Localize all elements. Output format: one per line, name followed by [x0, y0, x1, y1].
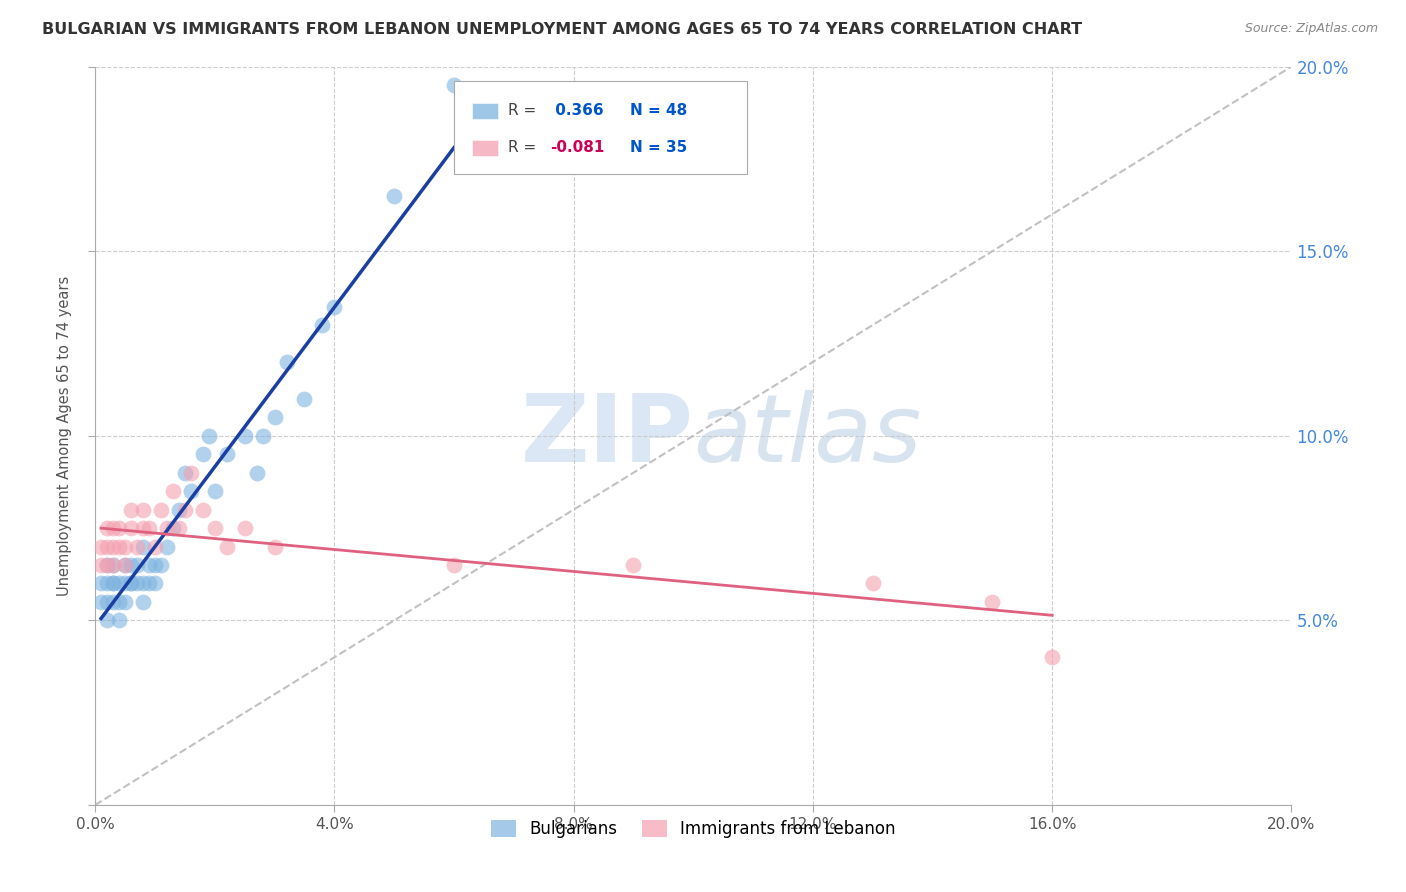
Point [197, 429, 219, 443]
Point [90, 576, 112, 591]
Point [96, 521, 118, 535]
Point [191, 447, 214, 461]
Point [162, 484, 184, 499]
Point [138, 576, 160, 591]
Point [981, 595, 1004, 609]
Text: N = 35: N = 35 [630, 140, 688, 155]
Text: atlas: atlas [693, 391, 921, 482]
Point [246, 466, 269, 480]
Point [101, 576, 124, 591]
Point [90, 540, 112, 554]
Point [96, 558, 118, 572]
Point [173, 466, 195, 480]
Point [443, 558, 465, 572]
Point [149, 502, 172, 516]
Point [101, 558, 124, 572]
FancyBboxPatch shape [472, 103, 498, 119]
Point [108, 540, 131, 554]
Point [167, 502, 190, 516]
Point [132, 595, 155, 609]
Point [143, 558, 166, 572]
Text: R =: R = [508, 140, 541, 155]
Point [125, 540, 148, 554]
Point [233, 429, 256, 443]
Point [180, 484, 202, 499]
Point [204, 521, 226, 535]
Point [167, 521, 190, 535]
Point [101, 576, 124, 591]
Point [215, 447, 238, 461]
Y-axis label: Unemployment Among Ages 65 to 74 years: Unemployment Among Ages 65 to 74 years [58, 276, 72, 596]
Point [294, 392, 316, 406]
Point [125, 576, 148, 591]
Point [96, 540, 118, 554]
Point [215, 540, 238, 554]
Point [623, 558, 645, 572]
Point [90, 595, 112, 609]
Point [156, 521, 179, 535]
Point [108, 595, 131, 609]
Point [180, 466, 202, 480]
Point [108, 614, 131, 628]
Point [96, 576, 118, 591]
Point [138, 558, 160, 572]
Point [156, 540, 179, 554]
Point [132, 521, 155, 535]
Text: R =: R = [508, 103, 541, 119]
Text: BULGARIAN VS IMMIGRANTS FROM LEBANON UNEMPLOYMENT AMONG AGES 65 TO 74 YEARS CORR: BULGARIAN VS IMMIGRANTS FROM LEBANON UNE… [42, 22, 1083, 37]
FancyBboxPatch shape [472, 140, 498, 156]
Text: N = 48: N = 48 [630, 103, 688, 119]
Point [132, 540, 155, 554]
FancyBboxPatch shape [454, 81, 747, 174]
Legend: Bulgarians, Immigrants from Lebanon: Bulgarians, Immigrants from Lebanon [484, 814, 903, 845]
Point [162, 521, 184, 535]
Point [114, 558, 136, 572]
Point [125, 558, 148, 572]
Point [101, 540, 124, 554]
Point [96, 614, 118, 628]
Point [204, 484, 226, 499]
Point [862, 576, 884, 591]
Point [252, 429, 274, 443]
Point [132, 502, 155, 516]
Point [114, 576, 136, 591]
Point [120, 521, 142, 535]
Point [138, 521, 160, 535]
Point [120, 502, 142, 516]
Point [443, 78, 465, 92]
Point [311, 318, 333, 332]
Point [96, 595, 118, 609]
Point [101, 595, 124, 609]
Point [173, 502, 195, 516]
Point [149, 558, 172, 572]
Point [382, 189, 405, 203]
Point [323, 300, 346, 314]
Text: Source: ZipAtlas.com: Source: ZipAtlas.com [1244, 22, 1378, 36]
Point [114, 540, 136, 554]
Point [233, 521, 256, 535]
Point [90, 558, 112, 572]
Point [1040, 650, 1063, 665]
Point [132, 576, 155, 591]
Point [120, 576, 142, 591]
Point [143, 540, 166, 554]
Point [276, 355, 298, 369]
Point [108, 576, 131, 591]
Point [263, 540, 285, 554]
Point [114, 558, 136, 572]
Point [108, 521, 131, 535]
Point [263, 410, 285, 425]
Point [96, 558, 118, 572]
Point [101, 558, 124, 572]
Point [120, 576, 142, 591]
Point [143, 576, 166, 591]
Text: ZIP: ZIP [520, 390, 693, 482]
Point [120, 558, 142, 572]
Point [114, 595, 136, 609]
Point [101, 521, 124, 535]
Text: 0.366: 0.366 [550, 103, 603, 119]
Text: -0.081: -0.081 [550, 140, 605, 155]
Point [191, 502, 214, 516]
